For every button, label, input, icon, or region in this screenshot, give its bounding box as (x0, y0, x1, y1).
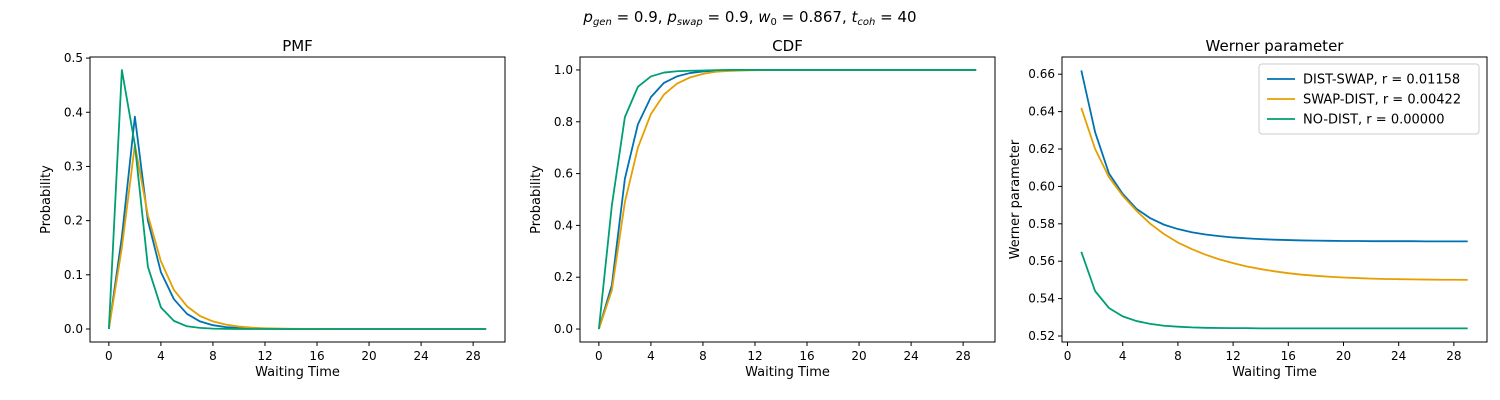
series-line-swap-dist (107, 143, 487, 330)
y-axis-label: Werner parameter (1008, 139, 1023, 259)
y-tick-label: 0.60 (1028, 179, 1055, 193)
y-tick-label: 0.0 (554, 322, 573, 336)
figure-suptitle: pgen = 0.9, pswap = 0.9, w0 = 0.867, tco… (582, 8, 916, 28)
x-tick-label: 12 (747, 349, 762, 363)
x-tick-label: 8 (699, 349, 707, 363)
y-tick-label: 0.2 (64, 214, 83, 228)
cdf-panel: 0 4 8 12 16 20 24 28 0.0 0.2 0.4 0.6 0.8 1.0 CDF Waitin… (529, 37, 996, 380)
y-tick-label: 0.58 (1028, 217, 1055, 231)
series-line-swap-dist (598, 69, 977, 330)
legend: DIST-SWAP, r = 0.01158 SWAP-DIST, r = 0.0… (1258, 63, 1480, 135)
y-tick-label: 0.8 (554, 115, 573, 129)
x-tick-label: 20 (851, 349, 866, 363)
series-line-dist-swap (107, 115, 487, 330)
y-tick-label: 0.56 (1028, 254, 1055, 268)
series-line-dist-swap (1080, 70, 1468, 243)
x-tick-label: 0 (1064, 349, 1072, 363)
x-tick-label: 20 (361, 349, 376, 363)
x-tick-label: 24 (413, 349, 428, 363)
x-tick-label: 16 (799, 349, 814, 363)
y-tick-label: 0.64 (1028, 105, 1055, 119)
x-tick-label: 28 (1446, 349, 1461, 363)
legend-box (1258, 63, 1480, 135)
chart-title: Werner parameter (1206, 37, 1345, 55)
plot-area (1061, 56, 1488, 343)
x-tick-label: 20 (1336, 349, 1351, 363)
x-tick-label: 8 (209, 349, 217, 363)
y-tick-label: 0.5 (64, 51, 83, 65)
y-axis-label: Probability (529, 165, 544, 234)
x-tick-label: 0 (595, 349, 603, 363)
y-tick-label: 0.66 (1028, 67, 1055, 81)
x-tick-label: 0 (105, 349, 113, 363)
series-line-no-dist (107, 69, 487, 330)
x-axis-label: Waiting Time (255, 365, 340, 380)
x-tick-label: 24 (903, 349, 918, 363)
y-tick-label: 0.54 (1028, 292, 1055, 306)
legend-entry-label: SWAP-DIST, r = 0.00422 (1303, 93, 1461, 108)
y-tick-label: 1.0 (554, 63, 573, 77)
plot-area (579, 56, 996, 343)
series-line-swap-dist (1080, 107, 1468, 281)
y-tick-label: 0.4 (554, 218, 573, 232)
y-tick-label: 0.52 (1028, 329, 1055, 343)
x-tick-label: 12 (1225, 349, 1240, 363)
y-axis-label: Probability (39, 165, 54, 234)
y-tick-label: 0.0 (64, 322, 83, 336)
werner-panel: 0 4 8 12 16 20 24 28 0.52 0.54 0.56 0.58 0.60 0.62 0.6… (1008, 37, 1488, 380)
chart-title: CDF (772, 37, 803, 55)
plot-area (89, 56, 506, 343)
x-tick-label: 16 (309, 349, 324, 363)
x-tick-label: 4 (647, 349, 655, 363)
series-line-no-dist (1080, 251, 1468, 330)
y-tick-label: 0.3 (64, 159, 83, 173)
x-tick-label: 28 (465, 349, 480, 363)
chart-title: PMF (282, 37, 313, 55)
y-tick-label: 0.4 (64, 105, 83, 119)
series-line-no-dist (597, 69, 977, 330)
x-axis-label: Waiting Time (745, 365, 830, 380)
y-tick-label: 0.2 (554, 270, 573, 284)
x-axis-label: Waiting Time (1232, 365, 1317, 380)
y-tick-label: 0.6 (554, 167, 573, 181)
x-tick-label: 16 (1281, 349, 1296, 363)
y-tick-label: 0.62 (1028, 142, 1055, 156)
x-tick-label: 28 (955, 349, 970, 363)
legend-entry-label: DIST-SWAP, r = 0.01158 (1303, 73, 1460, 88)
pmf-panel: 0 4 8 12 16 20 24 28 0.0 0.1 0.2 0.3 0.4 0.5 PMF Waitin… (39, 37, 506, 380)
x-tick-label: 12 (257, 349, 272, 363)
x-tick-label: 8 (1174, 349, 1182, 363)
x-tick-label: 4 (1119, 349, 1127, 363)
x-tick-label: 4 (157, 349, 165, 363)
legend-entry-label: NO-DIST, r = 0.00000 (1303, 113, 1445, 128)
y-tick-label: 0.1 (64, 268, 83, 282)
x-tick-label: 24 (1391, 349, 1406, 363)
